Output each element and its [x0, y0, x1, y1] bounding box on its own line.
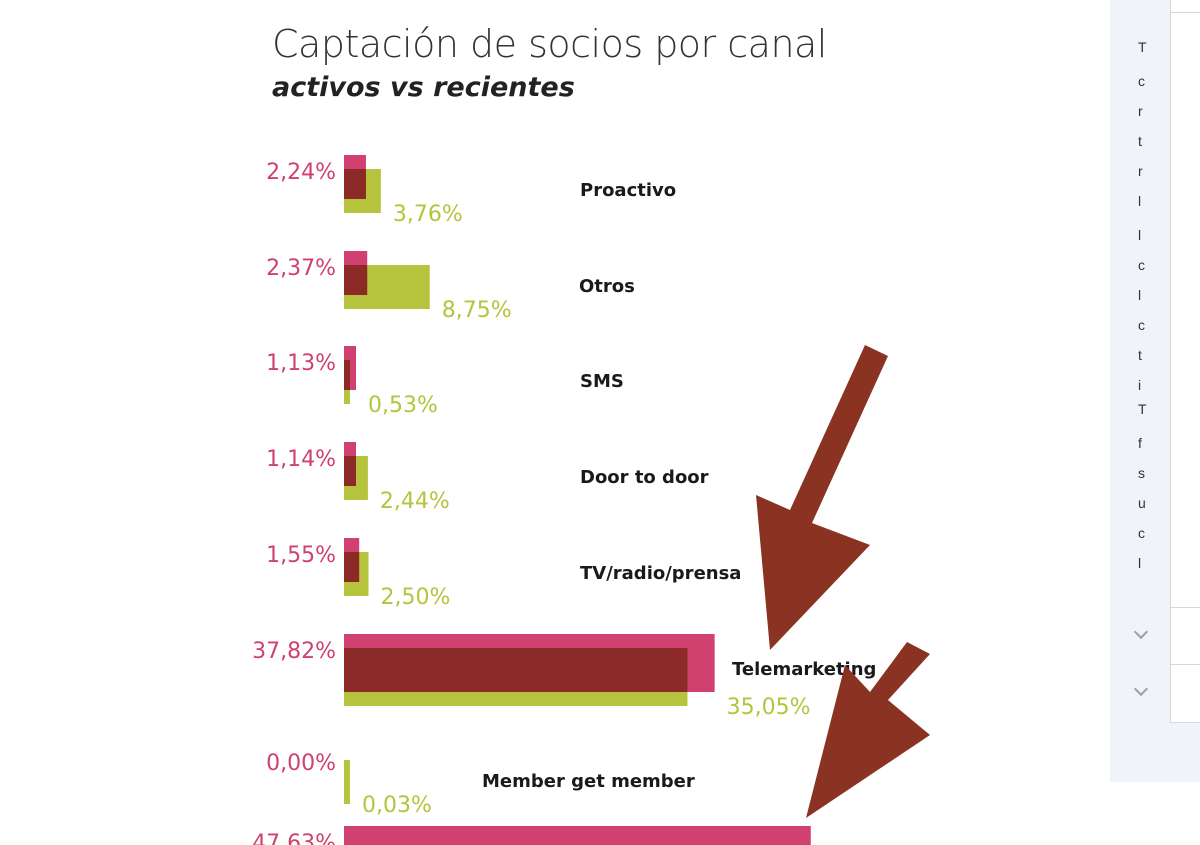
- category-label-5: Telemarketing: [732, 659, 876, 680]
- value-label-series1-6: 0,00%: [266, 751, 336, 776]
- value-label-series2-1: 8,75%: [442, 298, 512, 323]
- annotation-arrow-telemarketing: [756, 345, 888, 650]
- sidebar-text-fragment: r: [1138, 104, 1143, 118]
- card-divider: [1171, 12, 1200, 13]
- value-label-series2-2: 0,53%: [368, 393, 438, 418]
- bar-overlap-1: [344, 265, 368, 295]
- bar-overlap-4: [344, 552, 360, 582]
- side-card: [1170, 0, 1200, 723]
- sidebar-text-fragment: c: [1138, 526, 1145, 540]
- sidebar-text-fragment: c: [1138, 74, 1145, 88]
- sidebar-text-fragment: t: [1138, 134, 1142, 148]
- category-label-4: TV/radio/prensa: [580, 563, 741, 584]
- sidebar-text-fragment: i: [1138, 378, 1142, 392]
- bar-overlap-3: [344, 456, 356, 486]
- card-divider: [1171, 607, 1200, 608]
- category-label-3: Door to door: [580, 467, 709, 488]
- annotation-arrow-face: [806, 642, 930, 818]
- sidebar-text-fragment: f: [1138, 436, 1142, 450]
- sidebar-text-fragment: T: [1138, 402, 1147, 416]
- sidebar-text-fragment: t: [1138, 348, 1142, 362]
- sidebar-text-fragment: r: [1138, 164, 1143, 178]
- chevron-down-icon[interactable]: [1133, 624, 1149, 640]
- category-label-6: Member get member: [482, 771, 695, 792]
- value-label-series2-3: 2,44%: [380, 489, 450, 514]
- category-label-1: Otros: [579, 276, 635, 297]
- value-label-series2-0: 3,76%: [393, 202, 463, 227]
- value-label-series2-5: 35,05%: [727, 695, 811, 720]
- card-divider: [1171, 664, 1200, 665]
- value-label-series1-3: 1,14%: [266, 447, 336, 472]
- value-label-series2-4: 2,50%: [381, 585, 451, 610]
- sidebar-text-fragment: u: [1138, 496, 1146, 510]
- value-label-series1-2: 1,13%: [266, 351, 336, 376]
- sidebar-text-fragment: l: [1138, 288, 1142, 302]
- category-label-0: Proactivo: [580, 180, 676, 201]
- bar-overlap-0: [344, 169, 366, 199]
- sidebar-text-fragment: l: [1138, 228, 1142, 242]
- value-label-series2-6: 0,03%: [362, 793, 432, 818]
- bar-series1-7: [344, 826, 811, 845]
- bar-overlap-2: [344, 360, 350, 390]
- bar-chart: 2,24% 3,76% Proactivo 2,37% 8,75% Otros 1,13% 0…: [252, 155, 930, 845]
- chevron-down-icon[interactable]: [1133, 681, 1149, 697]
- sidebar-text-fragment: l: [1138, 194, 1142, 208]
- chart-area: Captación de socios por canal activos vs…: [252, 22, 930, 845]
- sidebar-text-fragment: s: [1138, 466, 1145, 480]
- category-label-2: SMS: [580, 371, 624, 392]
- bar-overlap-5: [344, 648, 688, 692]
- sidebar-text-fragment: l: [1138, 556, 1142, 570]
- chart-title: Captación de socios por canal: [272, 22, 827, 66]
- sidebar-text-fragment: c: [1138, 318, 1145, 332]
- sidebar-text-fragment: T: [1138, 40, 1147, 54]
- chart-subtitle: activos vs recientes: [272, 72, 575, 103]
- value-label-series1-5: 37,82%: [252, 639, 336, 664]
- bar-series2-6: [344, 760, 350, 804]
- sidebar-text-fragment: c: [1138, 258, 1145, 272]
- value-label-series1-1: 2,37%: [266, 256, 336, 281]
- value-label-series1-4: 1,55%: [266, 543, 336, 568]
- value-label-series1-7: 47,63%: [252, 831, 336, 845]
- value-label-series1-0: 2,24%: [266, 160, 336, 185]
